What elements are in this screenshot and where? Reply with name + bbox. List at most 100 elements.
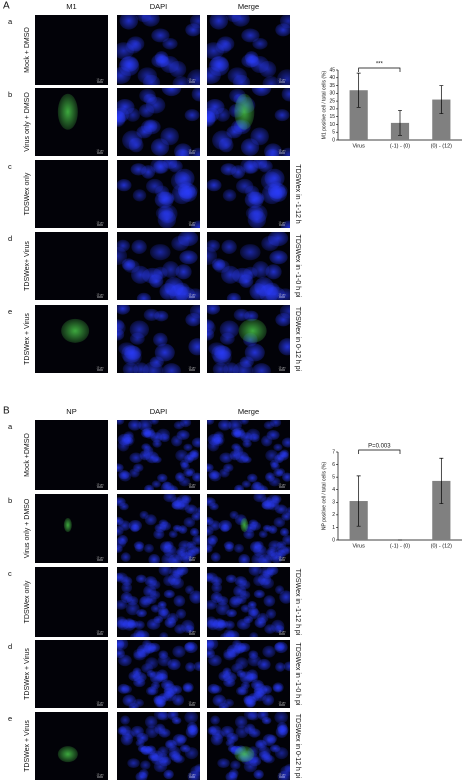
row-letter: c	[8, 569, 12, 578]
nucleus	[253, 769, 264, 780]
nucleus	[281, 437, 290, 448]
x-tick-label: Virus	[352, 143, 365, 149]
y-tick-label: 15	[329, 114, 335, 120]
y-tick-label: 6	[332, 462, 335, 468]
nucleus	[163, 544, 177, 557]
nucleus	[184, 747, 199, 760]
nucleus	[158, 606, 169, 617]
y-tick-label: 45	[329, 67, 335, 73]
nucleus	[169, 60, 187, 78]
nucleus	[273, 468, 284, 478]
nucleus	[186, 69, 200, 85]
nucleus	[258, 573, 272, 586]
nucleus	[117, 42, 134, 60]
y-tick-label: 0	[332, 537, 335, 543]
side-label: TDSWex in -1-0 h pi	[294, 643, 301, 706]
nucleus	[192, 546, 200, 555]
nucleus	[244, 310, 259, 322]
nucleus	[151, 28, 170, 43]
nucleus	[265, 472, 275, 482]
nucleus	[185, 662, 196, 672]
micrograph-content	[207, 420, 290, 490]
y-tick-label: 5	[332, 130, 335, 136]
nucleus	[211, 582, 223, 593]
nucleus	[273, 443, 283, 452]
nucleus	[210, 552, 221, 562]
nucleus	[225, 574, 237, 584]
y-tick-label: 10	[329, 122, 335, 128]
nucleus	[118, 56, 140, 76]
nucleus	[183, 468, 194, 478]
nucleus	[151, 480, 161, 488]
y-axis-label: NP positive cell / total cells (%)	[321, 462, 327, 531]
bar	[432, 99, 451, 140]
nucleus	[248, 606, 259, 617]
nucleus	[119, 725, 132, 736]
y-tick-label: 25	[329, 98, 335, 104]
scale-bar-label: 10 μm	[279, 484, 286, 487]
scale-bar-label: 10 μm	[279, 294, 286, 297]
nucleus	[265, 608, 277, 619]
nucleus	[235, 686, 247, 696]
y-tick-label: 2	[332, 512, 335, 518]
row-letter: d	[8, 642, 12, 651]
nucleus	[209, 15, 229, 30]
nucleus	[117, 179, 132, 192]
nucleus	[279, 527, 289, 537]
nucleus	[246, 669, 258, 681]
nucleus	[226, 292, 241, 300]
nucleus	[274, 712, 289, 724]
nucleus	[183, 443, 193, 452]
nucleus	[259, 60, 277, 78]
side-label: TDSWex in -1-12 h pi	[294, 569, 301, 636]
nucleus	[208, 56, 230, 76]
y-tick-label: 0	[332, 137, 335, 143]
scale-bar-label: 10 μm	[97, 557, 104, 560]
nucleus	[207, 648, 215, 659]
scale-bar-label: 10 μm	[189, 79, 196, 82]
nucleus	[191, 512, 200, 521]
nucleus	[172, 645, 186, 658]
nucleus	[128, 702, 139, 708]
nucleus	[207, 319, 215, 332]
nucleus	[266, 567, 279, 576]
nucleus	[136, 292, 151, 300]
y-tick-label: 40	[329, 75, 335, 81]
nucleus	[230, 595, 243, 606]
nucleus	[118, 469, 130, 480]
nucleus	[117, 463, 124, 473]
nucleus	[121, 582, 133, 593]
nucleus	[171, 183, 193, 205]
nucleus	[172, 733, 186, 747]
nucleus	[153, 529, 165, 540]
nucleus	[117, 110, 126, 128]
nucleus	[119, 502, 129, 511]
nucleus	[144, 715, 158, 729]
nucleus	[233, 361, 254, 373]
nucleus	[239, 274, 254, 288]
significance-bracket	[358, 67, 401, 72]
row-letter: c	[8, 162, 12, 171]
nucleus	[143, 361, 164, 373]
side-label: TDSWex in -1-0 h pi	[294, 235, 301, 298]
nucleus	[227, 745, 237, 753]
row-letter: e	[8, 714, 12, 723]
y-tick-label: 35	[329, 83, 335, 89]
micrograph-content	[117, 160, 200, 228]
nucleus	[262, 645, 276, 658]
nucleus	[120, 715, 130, 725]
column-header: NP	[66, 407, 76, 416]
row-label: Virus only + DMSO	[24, 498, 31, 558]
nucleus	[136, 732, 149, 743]
nucleus	[222, 189, 237, 202]
nucleus	[207, 516, 214, 526]
row-label: Mock +DMSO	[24, 433, 31, 477]
nucleus	[172, 76, 190, 85]
micrograph-content	[207, 160, 290, 228]
y-axis-label: M1 positive cell / total cells (%)	[321, 70, 327, 139]
scale-bar-label: 10 μm	[189, 222, 196, 225]
nucleus	[241, 28, 260, 43]
nucleus	[150, 604, 161, 613]
nucleus	[221, 265, 240, 284]
